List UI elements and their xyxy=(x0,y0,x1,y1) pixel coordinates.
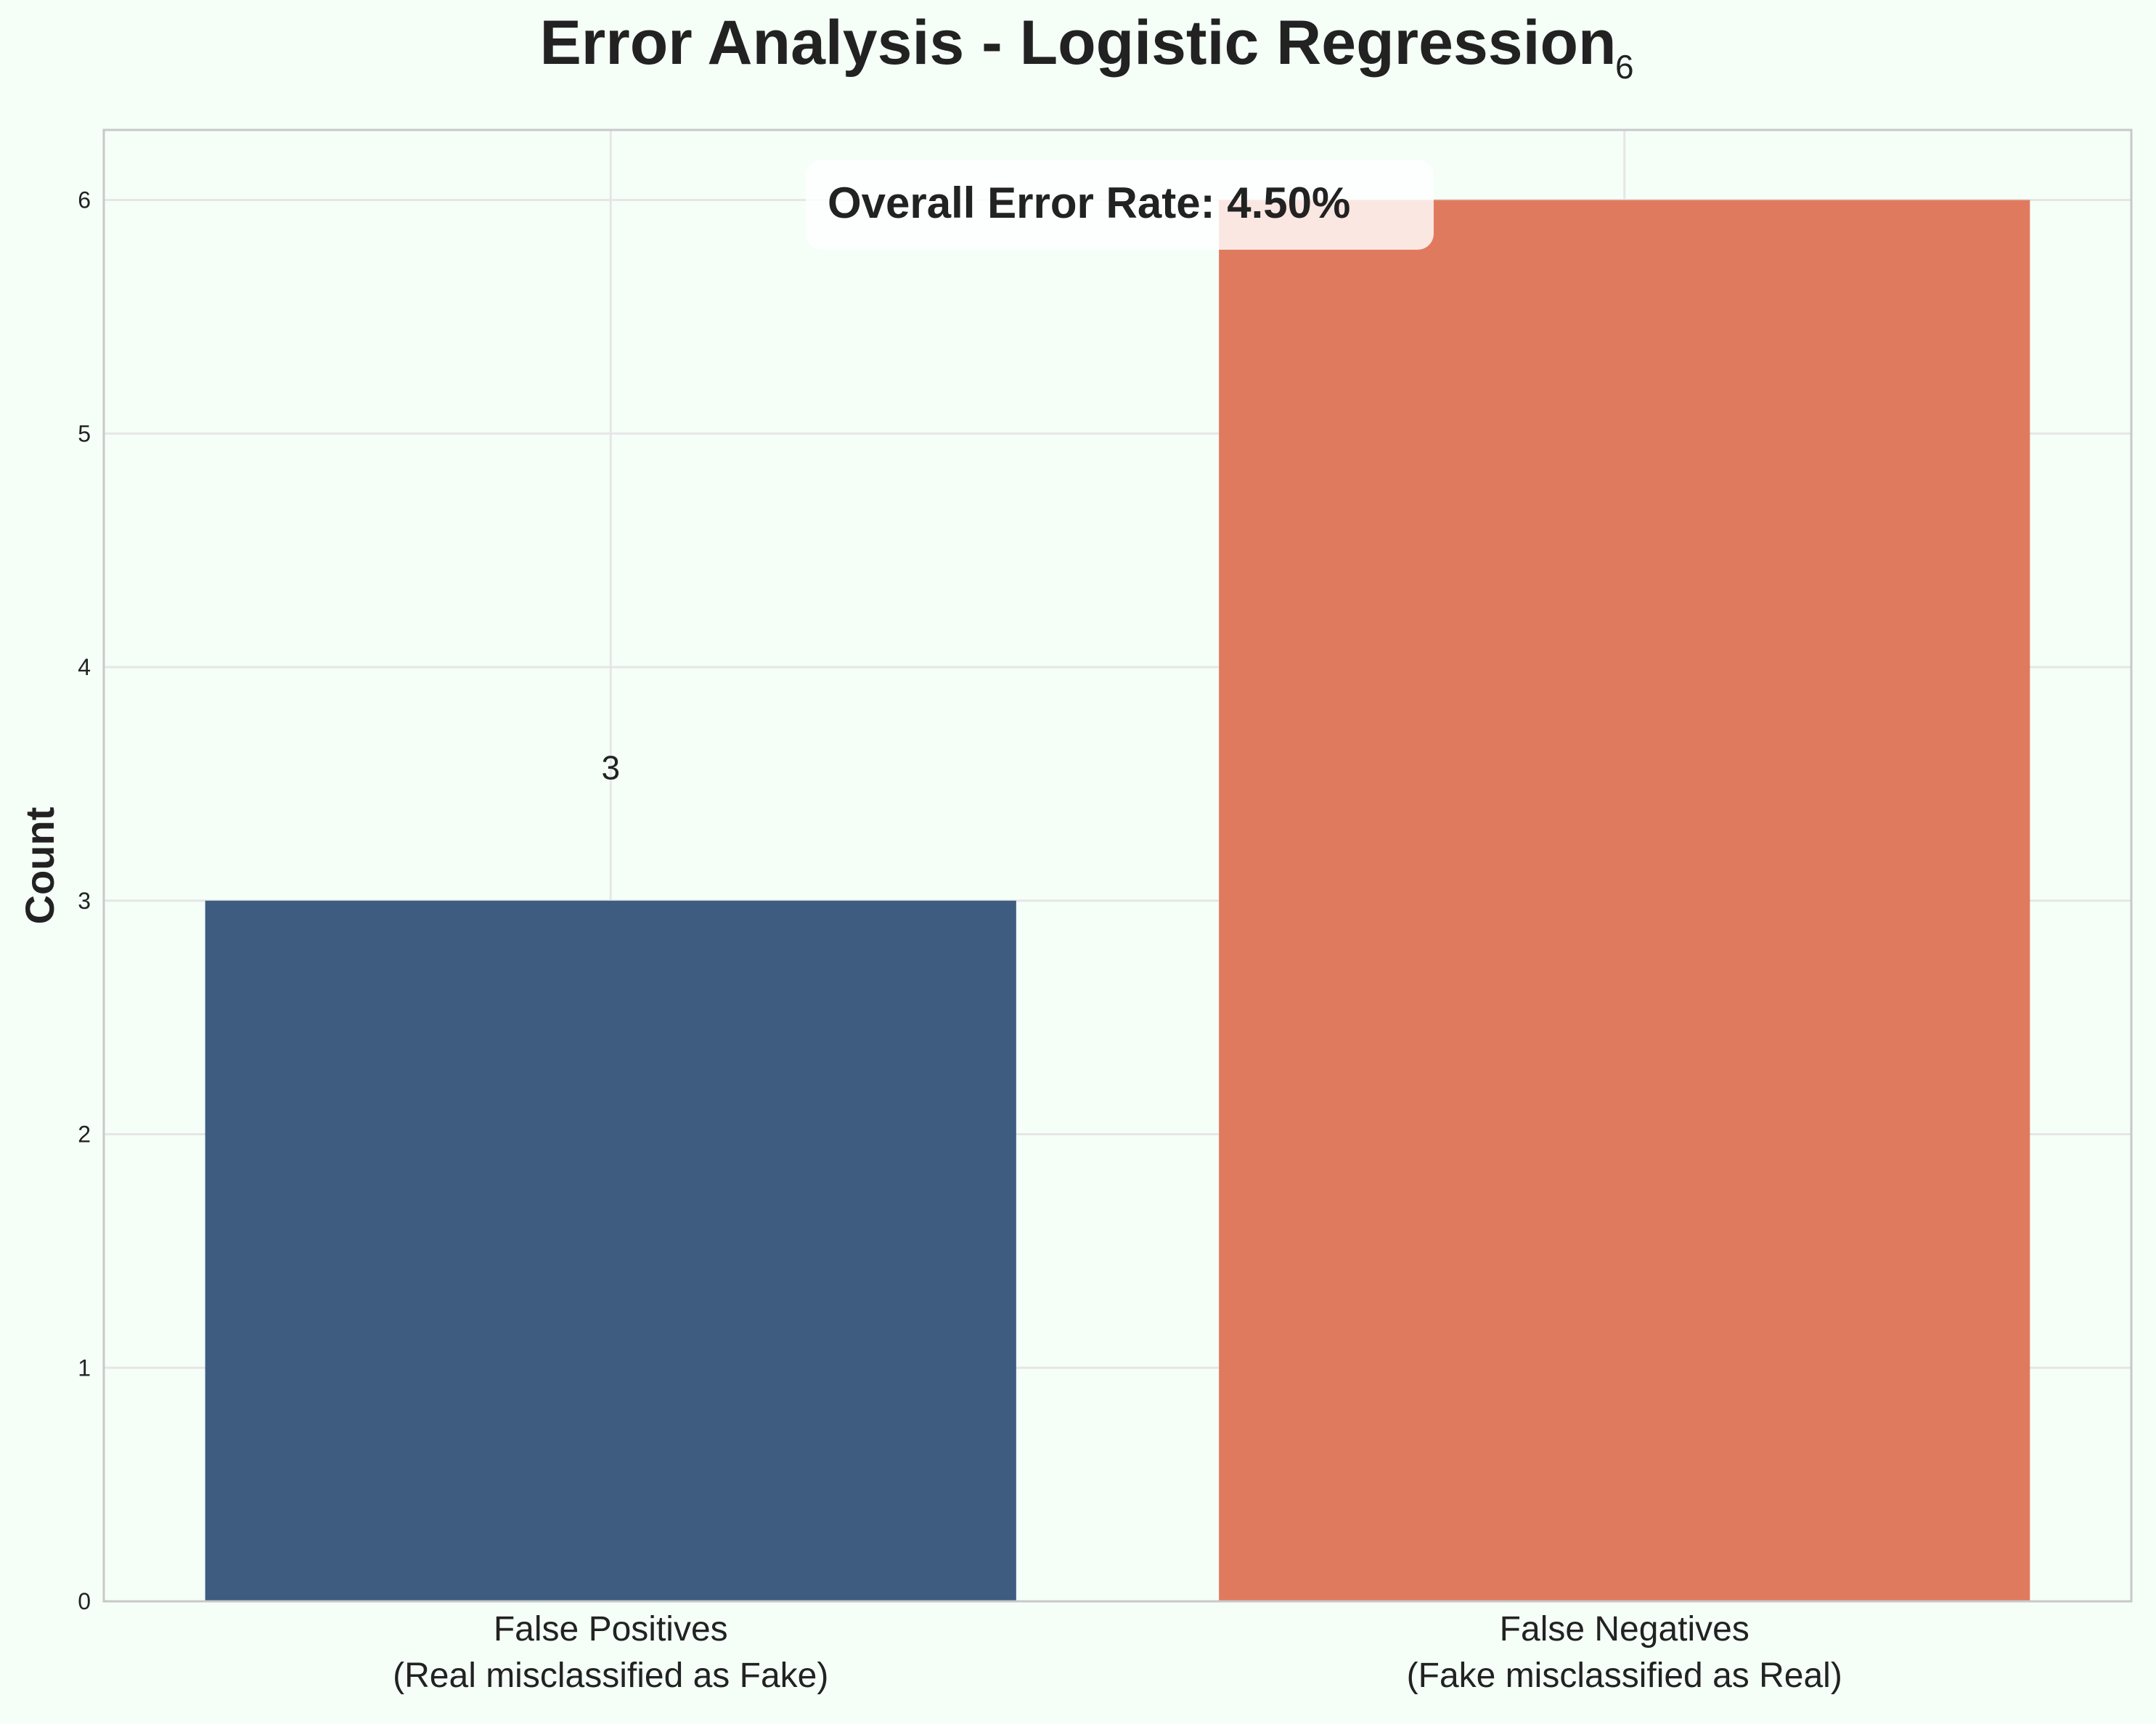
chart-title: Error Analysis - Logistic Regression xyxy=(539,8,1616,78)
y-tick-label: 1 xyxy=(78,1355,91,1381)
y-tick-label: 0 xyxy=(78,1588,91,1614)
y-tick-label: 3 xyxy=(78,888,91,914)
x-tick-label: (Real misclassified as Fake) xyxy=(393,1656,828,1695)
y-tick-label: 2 xyxy=(78,1122,91,1148)
x-tick-label: False Negatives xyxy=(1500,1610,1749,1649)
overall-error-rate-annotation: Overall Error Rate: 4.50% xyxy=(828,179,1350,227)
bar-false-positives xyxy=(205,900,1016,1601)
plot-area: 0 1 2 3 4 5 6 3 6 False Positives (Real misclassif… xyxy=(17,48,2133,1695)
y-tick-label: 5 xyxy=(78,420,91,446)
x-tick-label: (Fake misclassified as Real) xyxy=(1407,1656,1842,1695)
bar-value-label: 6 xyxy=(1615,48,1634,86)
y-axis-label: Count xyxy=(17,807,62,925)
x-tick-label: False Positives xyxy=(494,1610,728,1649)
y-tick-label: 6 xyxy=(78,187,91,213)
annotation-box xyxy=(806,160,1434,250)
bar-value-label: 3 xyxy=(601,748,620,786)
axes-frame xyxy=(102,128,2133,1603)
y-tick-label: 4 xyxy=(78,654,91,680)
bar-false-negatives xyxy=(1219,200,2030,1601)
